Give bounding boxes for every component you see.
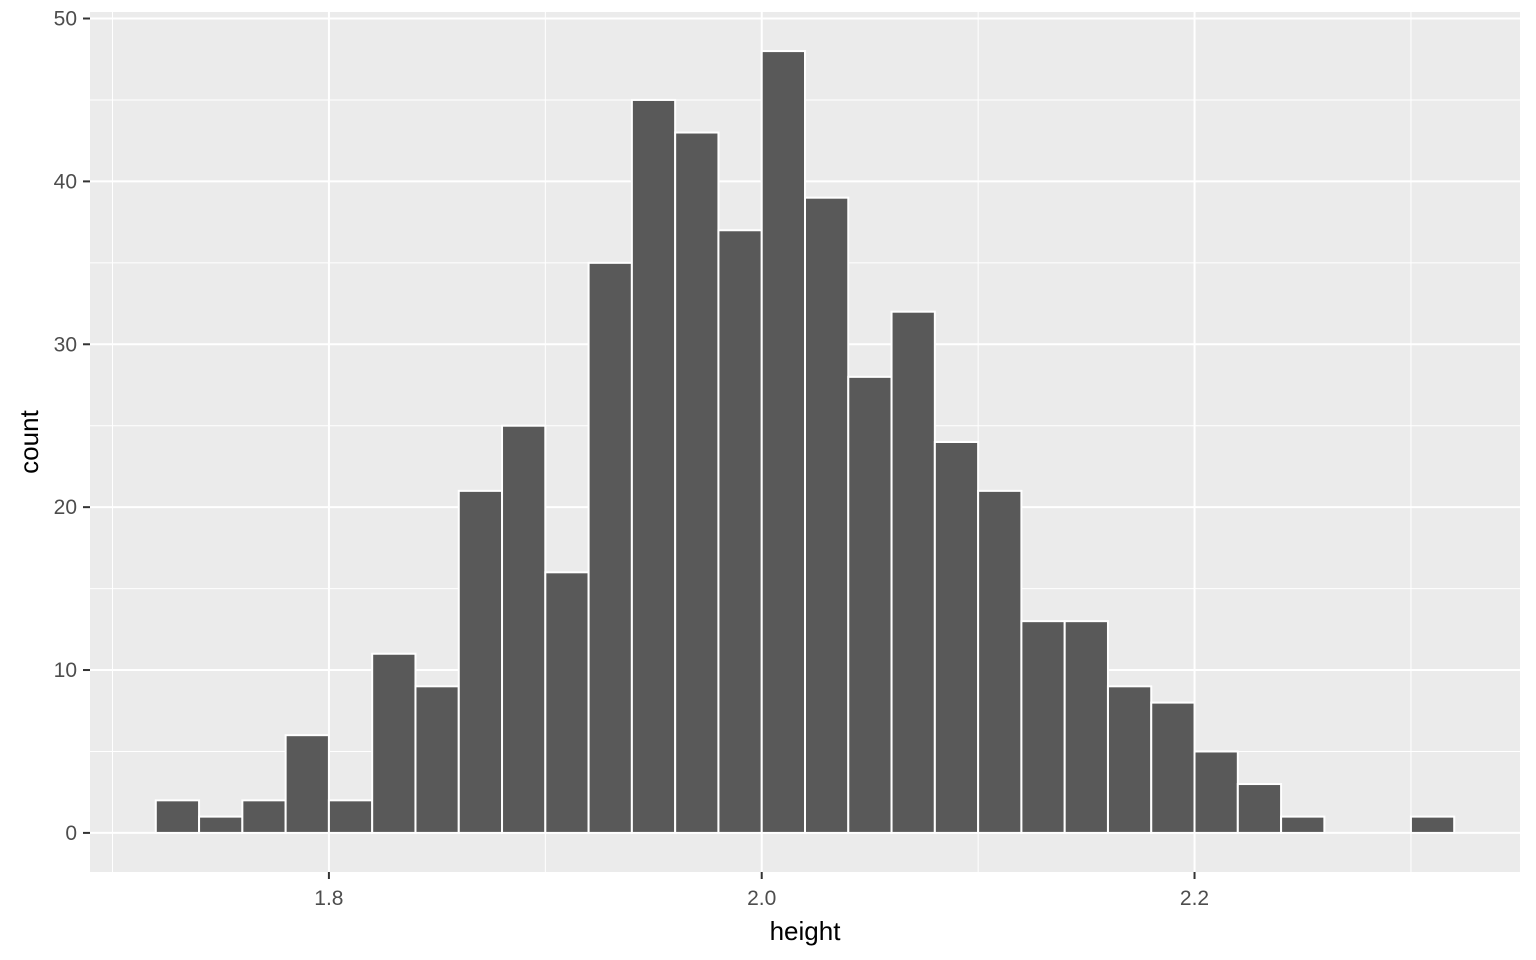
histogram-bar [1409, 815, 1456, 834]
y-tick-label: 10 [54, 659, 77, 682]
histogram-bar [501, 424, 547, 834]
y-tick-label: 20 [54, 496, 77, 519]
x-tick-label: 2.2 [1180, 887, 1209, 910]
y-axis-title: count [14, 409, 44, 473]
histogram-bar [674, 131, 720, 834]
x-tick-label: 1.8 [314, 887, 343, 910]
histogram-bar [847, 375, 893, 834]
histogram-bar [587, 261, 633, 834]
histogram-bar [1150, 701, 1196, 834]
y-axis: 0 10 20 30 40 50 [54, 8, 90, 845]
histogram-bar [890, 310, 936, 834]
histogram-bar [1280, 815, 1326, 834]
histogram-bar [630, 98, 677, 834]
histogram-bars [154, 50, 1456, 834]
histogram-bar [241, 799, 287, 834]
histogram-bar [977, 489, 1023, 834]
y-tick-label: 40 [54, 170, 77, 193]
x-tick-label: 2.0 [747, 887, 776, 910]
y-tick-label: 30 [54, 333, 77, 356]
histogram-bar [371, 652, 417, 834]
histogram-bar [933, 441, 980, 834]
histogram-bar [154, 799, 201, 834]
y-tick-label: 0 [65, 822, 77, 845]
histogram-bar [1106, 685, 1153, 834]
histogram-bar [544, 571, 590, 834]
histogram-bar [1020, 620, 1066, 834]
histogram-bar [717, 229, 763, 834]
histogram-bar [198, 815, 244, 834]
x-axis-title: height [770, 916, 842, 946]
histogram-bar [414, 685, 460, 834]
histogram-bar [284, 734, 330, 834]
histogram-bar [760, 50, 806, 834]
histogram-bar [1193, 750, 1239, 834]
histogram-bar [1063, 620, 1109, 834]
histogram-bar [327, 799, 374, 834]
histogram-bar [804, 196, 850, 834]
histogram-bar [457, 489, 504, 834]
y-tick-label: 50 [54, 8, 77, 31]
histogram-bar [1236, 783, 1283, 834]
x-axis: 1.8 2.0 2.2 [314, 872, 1209, 910]
